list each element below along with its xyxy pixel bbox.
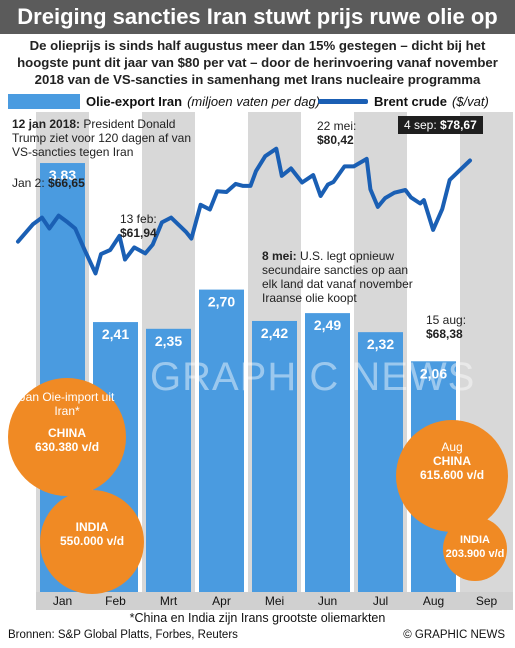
footer-note: *China en India zijn Irans grootste olie… [129,611,386,625]
annotation-may22-value: $80,42 [317,133,354,147]
x-tick-label: Mrt [160,594,178,608]
x-tick-label: Aug [423,594,444,608]
annotation-jan12-text: President Donald Trump ziet voor 120 dag… [12,117,191,159]
bubble-aug-india: INDIA 203.900 v/d [443,517,507,581]
bubble-jan-china-value: 630.380 v/d [34,440,100,454]
x-tick-label: Mei [265,594,284,608]
x-axis-band [36,592,513,610]
bar-value-label: 2,70 [208,294,235,310]
annotation-sep4-label: 4 sep: [404,118,437,132]
bubble-jan-china-label: CHINA [48,426,86,440]
chart-title: Dreiging sancties Iran stuwt prijs ruwe … [0,0,515,34]
footer-brand: © GRAPHIC NEWS [403,629,505,641]
annotation-feb13-label: 13 feb: [120,212,157,226]
bubble-aug-india-label: INDIA [460,534,490,546]
bubble-jan-title: Jan Oie-import uit Iran* [19,390,115,418]
annotation-feb13: 13 feb: $61,94 [120,212,157,240]
bar-mrt [146,328,191,592]
watermark: GRAPHIC NEWS [150,355,476,399]
annotation-may22-label: 22 mei: [317,119,357,133]
annotation-may8: 8 mei: U.S. legt opnieuw secundaire sanc… [262,249,422,305]
legend-line-unit: ($/vat) [451,94,489,109]
bubble-aug-title: Aug [441,440,463,454]
legend-line-label: Brent crude [374,94,447,109]
bubble-jan-china: Jan Oie-import uit Iran* CHINA 630.380 v… [8,378,126,496]
annotation-sep4: 4 sep: $78,67 [398,116,483,134]
x-tick-label: Sep [476,594,498,608]
annotation-sep4-value: $78,67 [440,118,477,132]
x-axis: Jan Feb Mrt Apr Mei Jun Jul Aug Sep [36,592,513,610]
annotation-aug15: 15 aug: $68,38 [426,313,466,341]
bar-value-label: 2,35 [155,333,182,349]
x-tick-label: Feb [105,594,126,608]
line-series [16,146,472,276]
legend-bar-unit: (miljoen vaten per dag) [187,94,321,109]
annotation-may22: 22 mei: $80,42 [317,119,356,147]
bubble-aug-china-label: CHINA [433,454,471,468]
x-tick-label: Jan [53,594,72,608]
x-tick-label: Jul [373,594,388,608]
x-tick-label: Jun [318,594,337,608]
annotation-aug15-value: $68,38 [426,327,463,341]
bubble-aug-china-value: 615.600 v/d [419,468,485,482]
brent-crude-line [16,146,472,276]
bubble-jan-india-label: INDIA [75,520,109,534]
bar-value-label: 2,49 [314,317,341,333]
bar-value-label: 3,83 [49,167,76,183]
annotation-jan2: Jan 2: $66,65 [12,176,85,190]
bar-value-label: 2,42 [261,325,288,341]
bar-value-labels: 3,83 2,41 2,35 2,70 2,42 2,49 2,32 2,06 [49,167,447,381]
bar-apr [199,289,244,592]
bar-value-label: 2,41 [102,326,129,342]
annotation-jan12-date: 12 jan 2018: [12,117,81,131]
legend-bars: Olie-export Iran (miljoen vaten per dag) [8,94,320,109]
legend-line-swatch [318,99,368,104]
annotation-feb13-value: $61,94 [120,226,157,240]
bubble-aug-china: Aug CHINA 615.600 v/d [396,420,508,532]
footer-sources: Bronnen: S&P Global Platts, Forbes, Reut… [8,629,238,641]
bar-mei [252,320,297,592]
annotation-aug15-label: 15 aug: [426,313,467,327]
x-tick-label: Apr [212,594,231,608]
annotation-jan2-label: Jan 2: [12,176,45,190]
annotation-jan2-value: $66,65 [48,176,85,190]
legend-line: Brent crude ($/vat) [318,94,489,109]
chart-subtitle: De olieprijs is sinds half augustus meer… [17,38,498,87]
bar-value-label: 2,06 [420,365,447,381]
legend-bar-label: Olie-export Iran [86,94,183,109]
bar-jun [305,313,350,592]
legend-bar-swatch [8,94,80,109]
bubble-jan-india-value: 550.000 v/d [59,534,125,548]
bar-jul [358,332,403,592]
bar-value-label: 2,32 [367,336,394,352]
annotation-may8-date: 8 mei: [262,249,297,263]
bubble-aug-india-value: 203.900 v/d [445,548,505,560]
annotation-jan12: 12 jan 2018: President Donald Trump ziet… [12,117,212,159]
annotation-may8-text: U.S. legt opnieuw secundaire sancties op… [262,249,413,305]
bubble-jan-india: INDIA 550.000 v/d [40,490,144,594]
